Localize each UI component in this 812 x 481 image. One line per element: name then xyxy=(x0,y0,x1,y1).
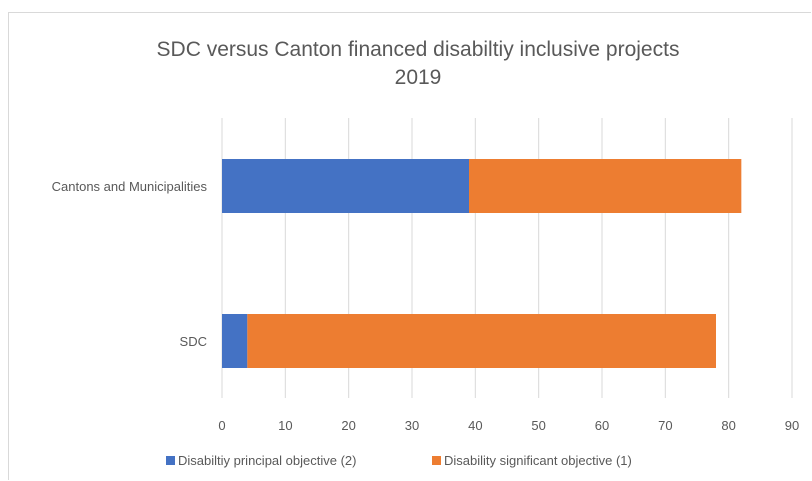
x-tick-label: 80 xyxy=(721,418,735,433)
bar-cantons-series-2 xyxy=(469,159,742,213)
bar-sdc-series-2 xyxy=(247,314,717,368)
x-tick-label: 10 xyxy=(278,418,292,433)
category-label: Cantons and Municipalities xyxy=(52,179,208,194)
legend: Disabiltiy principal objective (2) Disabi… xyxy=(166,453,632,468)
x-tick-labels: 0 10 20 30 40 50 60 70 80 90 xyxy=(218,418,799,433)
chart-title-line-1: SDC versus Canton financed disabiltiy in… xyxy=(157,38,680,61)
legend-label: Disabiltiy principal objective (2) xyxy=(178,453,356,468)
category-label: SDC xyxy=(180,334,207,349)
legend-swatch xyxy=(166,456,175,465)
x-tick-label: 30 xyxy=(405,418,419,433)
x-tick-label: 90 xyxy=(785,418,799,433)
legend-label: Disability significant objective (1) xyxy=(444,453,632,468)
x-tick-label: 0 xyxy=(218,418,225,433)
x-tick-label: 50 xyxy=(531,418,545,433)
chart-title: SDC versus Canton financed disabiltiy in… xyxy=(157,38,680,89)
chart-frame xyxy=(8,12,811,480)
chart-title-line-2: 2019 xyxy=(395,66,442,89)
legend-swatch xyxy=(432,456,441,465)
x-tick-label: 70 xyxy=(658,418,672,433)
bars xyxy=(222,159,742,368)
bar-sdc-series-1 xyxy=(222,314,248,368)
x-tick-label: 60 xyxy=(595,418,609,433)
bar-cantons-series-1 xyxy=(222,159,469,213)
x-tick-label: 20 xyxy=(341,418,355,433)
category-labels: Cantons and Municipalities SDC xyxy=(52,179,208,349)
x-tick-label: 40 xyxy=(468,418,482,433)
